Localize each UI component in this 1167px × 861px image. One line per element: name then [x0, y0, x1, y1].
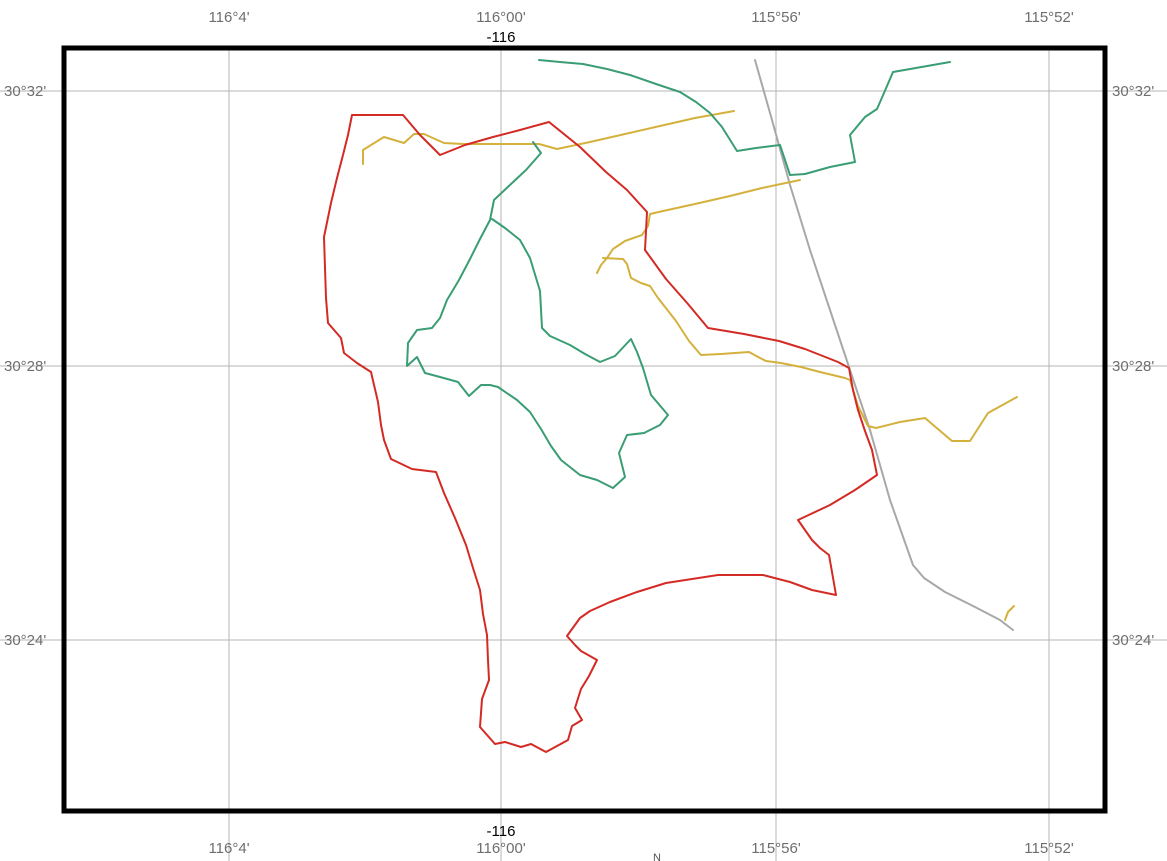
- boundary-red[interactable]: [323, 114, 878, 753]
- right-lat-label-30-24: 30°24': [1112, 632, 1154, 649]
- bottom-lon-label-115-52: 115°52': [1024, 840, 1074, 857]
- left-lat-label-30-32: 30°32': [4, 83, 46, 100]
- left-lat-label-30-24: 30°24': [4, 632, 46, 649]
- top-lon-label-116-4: 116°4': [208, 9, 249, 26]
- right-latitude-labels: 30°32' 30°28' 30°24': [1112, 83, 1154, 649]
- right-lat-label-30-32: 30°32': [1112, 83, 1154, 100]
- road-yellow-middle[interactable]: [596, 179, 801, 274]
- stream-green-loop[interactable]: [406, 141, 669, 489]
- top-center-label: -116: [487, 29, 516, 46]
- top-longitude-labels: 116°4' 116°00' 115°56' 115°52': [208, 9, 1073, 26]
- north-label: N: [653, 852, 661, 861]
- bottom-lon-label-116-00: 116°00': [476, 840, 526, 857]
- bottom-lon-label-116-4: 116°4': [208, 840, 249, 857]
- top-lon-label-115-52: 115°52': [1024, 9, 1074, 26]
- bottom-center-label: -116: [487, 823, 516, 840]
- road-yellow-north[interactable]: [362, 110, 735, 165]
- map-features: [323, 59, 1018, 753]
- line-gray[interactable]: [754, 59, 1014, 631]
- bottom-longitude-labels: 116°4' 116°00' 115°56' 115°52': [208, 840, 1073, 857]
- bottom-lon-label-115-56: 115°56': [751, 840, 801, 857]
- road-yellow-stub[interactable]: [1004, 605, 1015, 621]
- top-lon-label-115-56: 115°56': [751, 9, 801, 26]
- left-latitude-labels: 30°32' 30°28' 30°24': [4, 83, 46, 649]
- graticule: [0, 48, 1167, 861]
- right-lat-label-30-28: 30°28': [1112, 358, 1154, 375]
- left-lat-label-30-28: 30°28': [4, 358, 46, 375]
- stream-green-north[interactable]: [538, 59, 951, 176]
- map-frame: [61, 45, 1108, 814]
- road-yellow-south[interactable]: [602, 257, 1018, 442]
- top-lon-label-116-00: 116°00': [476, 9, 526, 26]
